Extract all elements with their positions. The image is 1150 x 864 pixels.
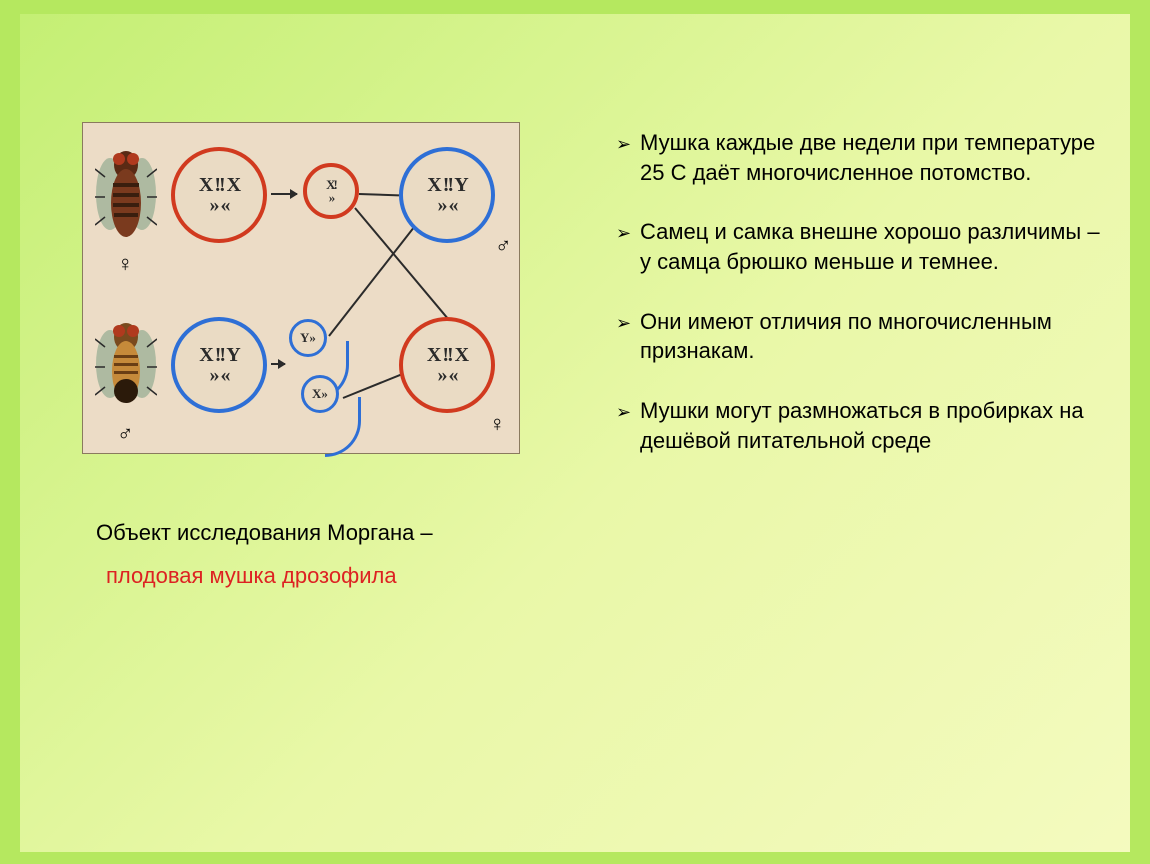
bullet-item: ➢ Мушка каждые две недели при температур… xyxy=(616,128,1106,187)
bullet-item: ➢ Самец и самка внешне хорошо различимы … xyxy=(616,217,1106,276)
label-top: X !! Y xyxy=(199,344,238,366)
label-top: X !! X xyxy=(427,344,467,366)
bullet-item: ➢ Они имеют отличия по многочисленным пр… xyxy=(616,307,1106,366)
parent-cell-male: X !! Y» « xyxy=(171,317,267,413)
gamete-egg: X! » xyxy=(303,163,359,219)
female-symbol: ♀ xyxy=(117,251,134,277)
cross-line xyxy=(343,374,401,399)
chrom-label: X !! Y» « xyxy=(427,175,466,215)
fly-female xyxy=(95,139,157,249)
cross-line xyxy=(359,193,399,196)
offspring-cell-male: X !! Y» « xyxy=(399,147,495,243)
male-symbol: ♂ xyxy=(495,233,512,259)
caption-line-2: плодовая мушка дрозофила xyxy=(96,559,556,592)
female-symbol: ♀ xyxy=(489,411,506,437)
fly-male xyxy=(95,309,157,419)
arrow xyxy=(271,193,297,195)
parent-cell-female: X !! X» « xyxy=(171,147,267,243)
bullet-text: Мушки могут размножаться в пробирках на … xyxy=(640,398,1084,453)
figure-caption: Объект исследования Моргана – плодовая м… xyxy=(96,516,556,592)
male-symbol: ♂ xyxy=(117,421,134,447)
bullet-marker-icon: ➢ xyxy=(616,311,631,335)
caption-line-1: Объект исследования Моргана – xyxy=(96,516,556,549)
chrom-label: X !! X» « xyxy=(199,175,239,215)
drosophila-diagram: ♀ ♂ X xyxy=(82,122,520,454)
slide-panel: ♀ ♂ X xyxy=(20,14,1130,852)
label-bot: » « xyxy=(210,194,229,216)
bullet-text: Мушка каждые две недели при температуре … xyxy=(640,130,1095,185)
bullet-item: ➢ Мушки могут размножаться в пробирках н… xyxy=(616,396,1106,455)
bullet-marker-icon: ➢ xyxy=(616,132,631,156)
offspring-cell-female: X !! X» « xyxy=(399,317,495,413)
label-bot: » « xyxy=(210,364,229,386)
label-bot: » « xyxy=(438,364,457,386)
label-top: X !! Y xyxy=(427,174,466,196)
chrom-label: X !! X» « xyxy=(427,345,467,385)
label-top: X !! X xyxy=(199,174,239,196)
bullet-marker-icon: ➢ xyxy=(616,400,631,424)
arrow xyxy=(271,363,285,365)
gamete-sperm-y: Y» xyxy=(289,319,337,367)
bullet-text: Самец и самка внешне хорошо различимы – … xyxy=(640,219,1100,274)
gamete-sperm-x: X» xyxy=(301,375,349,423)
label-bot: » « xyxy=(438,194,457,216)
chrom-label: X !! Y» « xyxy=(199,345,238,385)
bullet-text: Они имеют отличия по многочисленным приз… xyxy=(640,309,1052,364)
bullet-list: ➢ Мушка каждые две недели при температур… xyxy=(616,128,1106,486)
bullet-marker-icon: ➢ xyxy=(616,221,631,245)
gamete-label: X! » xyxy=(326,178,336,204)
